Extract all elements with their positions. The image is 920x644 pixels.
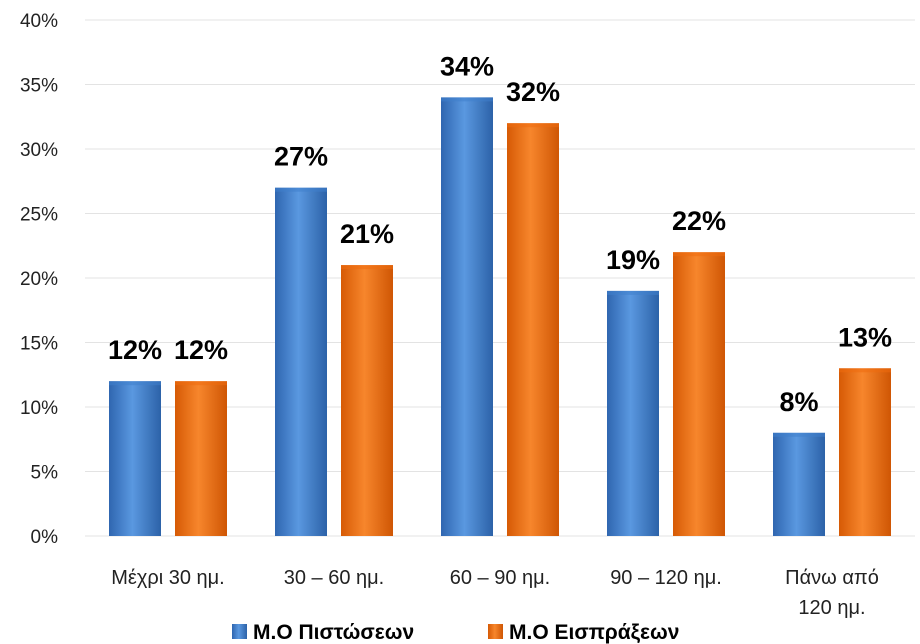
category-label: 60 – 90 ημ. [450, 567, 551, 589]
y-tick-label: 5% [31, 463, 59, 484]
bar [341, 265, 393, 536]
bar [109, 381, 161, 536]
bar [673, 252, 725, 536]
legend: Μ.Ο Πιστώσεων Μ.Ο Εισπράξεων [232, 621, 679, 644]
category-label: Μέχρι 30 ημ. [111, 567, 224, 589]
bar [607, 290, 659, 536]
x-axis-categories: Μέχρι 30 ημ. 30 – 60 ημ. 60 – 90 ημ. 90 – 1… [111, 567, 879, 619]
y-tick-label: 25% [20, 205, 58, 226]
category-label: 120 ημ. [798, 597, 865, 619]
data-label: 8% [779, 387, 818, 417]
bar [175, 381, 227, 536]
bar-cap [773, 432, 825, 437]
y-tick-label: 15% [20, 334, 58, 355]
bar-cap [673, 252, 725, 257]
data-label: 13% [838, 322, 892, 352]
category-label: Πάνω από [785, 567, 879, 589]
bar [441, 97, 493, 537]
data-label: 34% [440, 51, 494, 81]
bar-cap [175, 381, 227, 386]
bar [507, 123, 559, 536]
data-label: 27% [274, 142, 328, 172]
data-labels: 12% 12% 27% 21% 34% 32% 19% 22% 8% 13% [108, 51, 892, 416]
bar-cap [839, 368, 891, 373]
y-tick-label: 30% [20, 140, 58, 161]
data-label: 12% [108, 335, 162, 365]
legend-entry: Μ.Ο Εισπράξεων [509, 621, 679, 644]
y-tick-label: 20% [20, 269, 58, 290]
y-tick-label: 0% [31, 527, 59, 548]
bar-cap [275, 187, 327, 192]
bar [773, 432, 825, 536]
bar-cap [341, 265, 393, 270]
bar-cap [441, 97, 493, 102]
category-label: 30 – 60 ημ. [284, 567, 385, 589]
y-tick-label: 40% [20, 11, 58, 32]
legend-swatch [232, 624, 247, 639]
bar-cap [607, 290, 659, 295]
y-axis-ticks: 0% 5% 10% 15% 20% 25% 30% 35% 40% [20, 11, 58, 548]
category-label: 90 – 120 ημ. [610, 567, 722, 589]
bars [109, 97, 891, 537]
data-label: 12% [174, 335, 228, 365]
data-label: 21% [340, 219, 394, 249]
bar [839, 368, 891, 536]
legend-swatch [488, 624, 503, 639]
data-label: 22% [672, 206, 726, 236]
bar-cap [507, 123, 559, 128]
data-label: 32% [506, 77, 560, 107]
y-tick-label: 10% [20, 398, 58, 419]
data-label: 19% [606, 245, 660, 275]
legend-entry: Μ.Ο Πιστώσεων [253, 621, 414, 644]
bar [275, 187, 327, 536]
y-tick-label: 35% [20, 76, 58, 97]
bar-cap [109, 381, 161, 386]
